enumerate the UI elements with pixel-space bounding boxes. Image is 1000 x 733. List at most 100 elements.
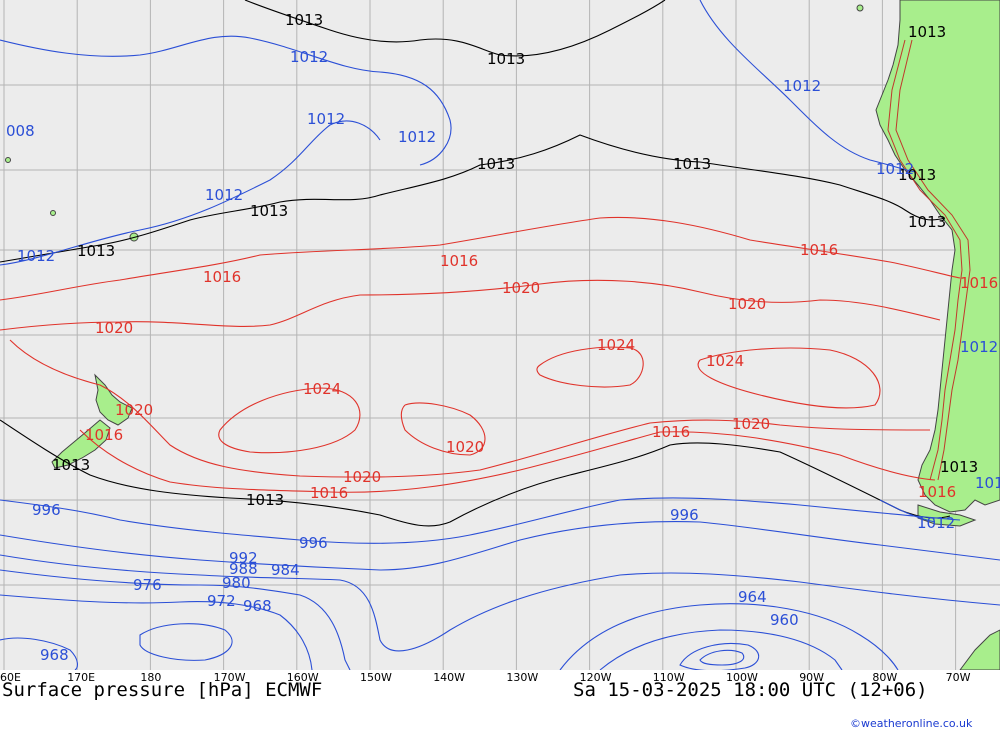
island-fiji: [50, 210, 56, 216]
label-1013: 1013: [246, 491, 284, 509]
lat-lon-grid: [0, 0, 1000, 670]
isobar-1012-east: [699, 0, 916, 173]
label-1012: 1012: [290, 48, 328, 66]
label-1024: 1024: [303, 380, 341, 398]
label-1013: 1013: [898, 166, 936, 184]
isobar-1024-central: [536, 346, 644, 388]
south-america-land: [875, 0, 1000, 513]
longitude-tick-label: 60E: [0, 671, 21, 684]
label-1012: 1012: [960, 338, 998, 356]
map-datetime: Sa 15-03-2025 18:00 UTC (12+06): [573, 679, 928, 701]
label-996: 996: [32, 501, 61, 519]
label-1012: 1012: [975, 474, 1000, 492]
label-996: 996: [670, 506, 699, 524]
label-1008: 008: [6, 122, 35, 140]
isobar-1016-south: [79, 429, 936, 493]
label-1016: 1016: [85, 426, 123, 444]
label-1013: 1013: [940, 458, 978, 476]
isobar-1013-north: [244, 0, 666, 57]
label-1013: 1013: [477, 155, 515, 173]
longitude-tick-label: 130W: [506, 671, 538, 684]
isobar-1013-mid: [0, 134, 946, 263]
label-1013: 1013: [250, 202, 288, 220]
label-1016: 1016: [203, 268, 241, 286]
longitude-tick-label: 120W: [580, 671, 612, 684]
longitude-tick-label: 100W: [726, 671, 758, 684]
label-1013: 1013: [908, 23, 946, 41]
isobar-1012-south: [879, 499, 936, 523]
label-1012: 1012: [205, 186, 243, 204]
tierra-del-fuego: [917, 504, 977, 527]
label-1024: 1024: [597, 336, 635, 354]
longitude-tick-label: 90W: [799, 671, 824, 684]
longitude-tick-label: 170W: [214, 671, 246, 684]
isobar-1020-south: [9, 339, 931, 478]
label-960: 960: [770, 611, 799, 629]
label-1012: 1012: [917, 514, 955, 532]
longitude-ticks: 60E 170E 180 170W 160W 150W 140W 130W 120W 110W 10…: [0, 671, 971, 684]
label-1016: 1016: [800, 241, 838, 259]
longitude-tick-label: 150W: [360, 671, 392, 684]
label-996: 996: [299, 534, 328, 552]
label-1016: 1016: [310, 484, 348, 502]
label-992: 992: [229, 549, 258, 567]
island-galapagos: [856, 4, 864, 12]
isobar-980: [0, 569, 351, 671]
map-title: Surface pressure [hPa] ECMWF: [2, 679, 322, 701]
label-1020: 1020: [446, 438, 484, 456]
longitude-tick-label: 140W: [433, 671, 465, 684]
label-972: 972: [207, 592, 236, 610]
longitude-tick-label: 180: [140, 671, 161, 684]
isobar-1012-north: [0, 35, 452, 166]
label-1012: 1012: [876, 160, 914, 178]
label-1013: 1013: [77, 242, 115, 260]
isobar-1020-inner: [400, 402, 486, 456]
label-1020: 1020: [502, 279, 540, 297]
isobar-964: [559, 603, 899, 671]
label-1012: 1012: [17, 247, 55, 265]
label-976: 976: [133, 576, 162, 594]
isobar-992: [0, 521, 1000, 571]
new-zealand-south-island: [51, 419, 111, 469]
land-masses: [5, 0, 1000, 671]
longitude-tick-label: 170E: [67, 671, 95, 684]
credit-link[interactable]: ©weatheronline.co.uk: [850, 717, 973, 730]
island-west: [5, 157, 11, 163]
label-1012: 1012: [307, 110, 345, 128]
label-1012: 1012: [398, 128, 436, 146]
isobar-labels: 1013 1013 1013 1013 1013 1013 1013 1013 …: [6, 11, 1000, 664]
andes-ridge: [887, 39, 963, 481]
isobar-1013-south: [0, 419, 951, 527]
label-1020: 1020: [115, 401, 153, 419]
label-1016: 1016: [652, 423, 690, 441]
label-1016: 1016: [960, 274, 998, 292]
isobar-996: [0, 497, 961, 544]
longitude-tick-label: 110W: [653, 671, 685, 684]
label-964: 964: [738, 588, 767, 606]
caption-strip: [0, 670, 1000, 733]
label-1013: 1013: [285, 11, 323, 29]
isobar-1024-west: [218, 387, 361, 454]
label-1016: 1016: [440, 252, 478, 270]
label-980: 980: [222, 574, 251, 592]
isobar-972: [0, 594, 313, 671]
label-1012: 1012: [783, 77, 821, 95]
isobar-1012-west: [0, 120, 381, 266]
isobar-968-low: [139, 623, 233, 661]
label-968: 968: [40, 646, 69, 664]
label-1024: 1024: [706, 352, 744, 370]
isobar-lines: [0, 0, 1000, 672]
label-1013: 1013: [487, 50, 525, 68]
label-1020: 1020: [343, 468, 381, 486]
isobar-1020-north: [0, 279, 941, 331]
label-1016: 1016: [918, 483, 956, 501]
isobar-960: [599, 629, 843, 671]
isobar-low-center-2: [699, 649, 745, 666]
label-984: 984: [271, 561, 300, 579]
label-1020: 1020: [732, 415, 770, 433]
label-1013: 1013: [52, 456, 90, 474]
longitude-tick-label: 160W: [287, 671, 319, 684]
isobar-968-west: [0, 637, 78, 671]
